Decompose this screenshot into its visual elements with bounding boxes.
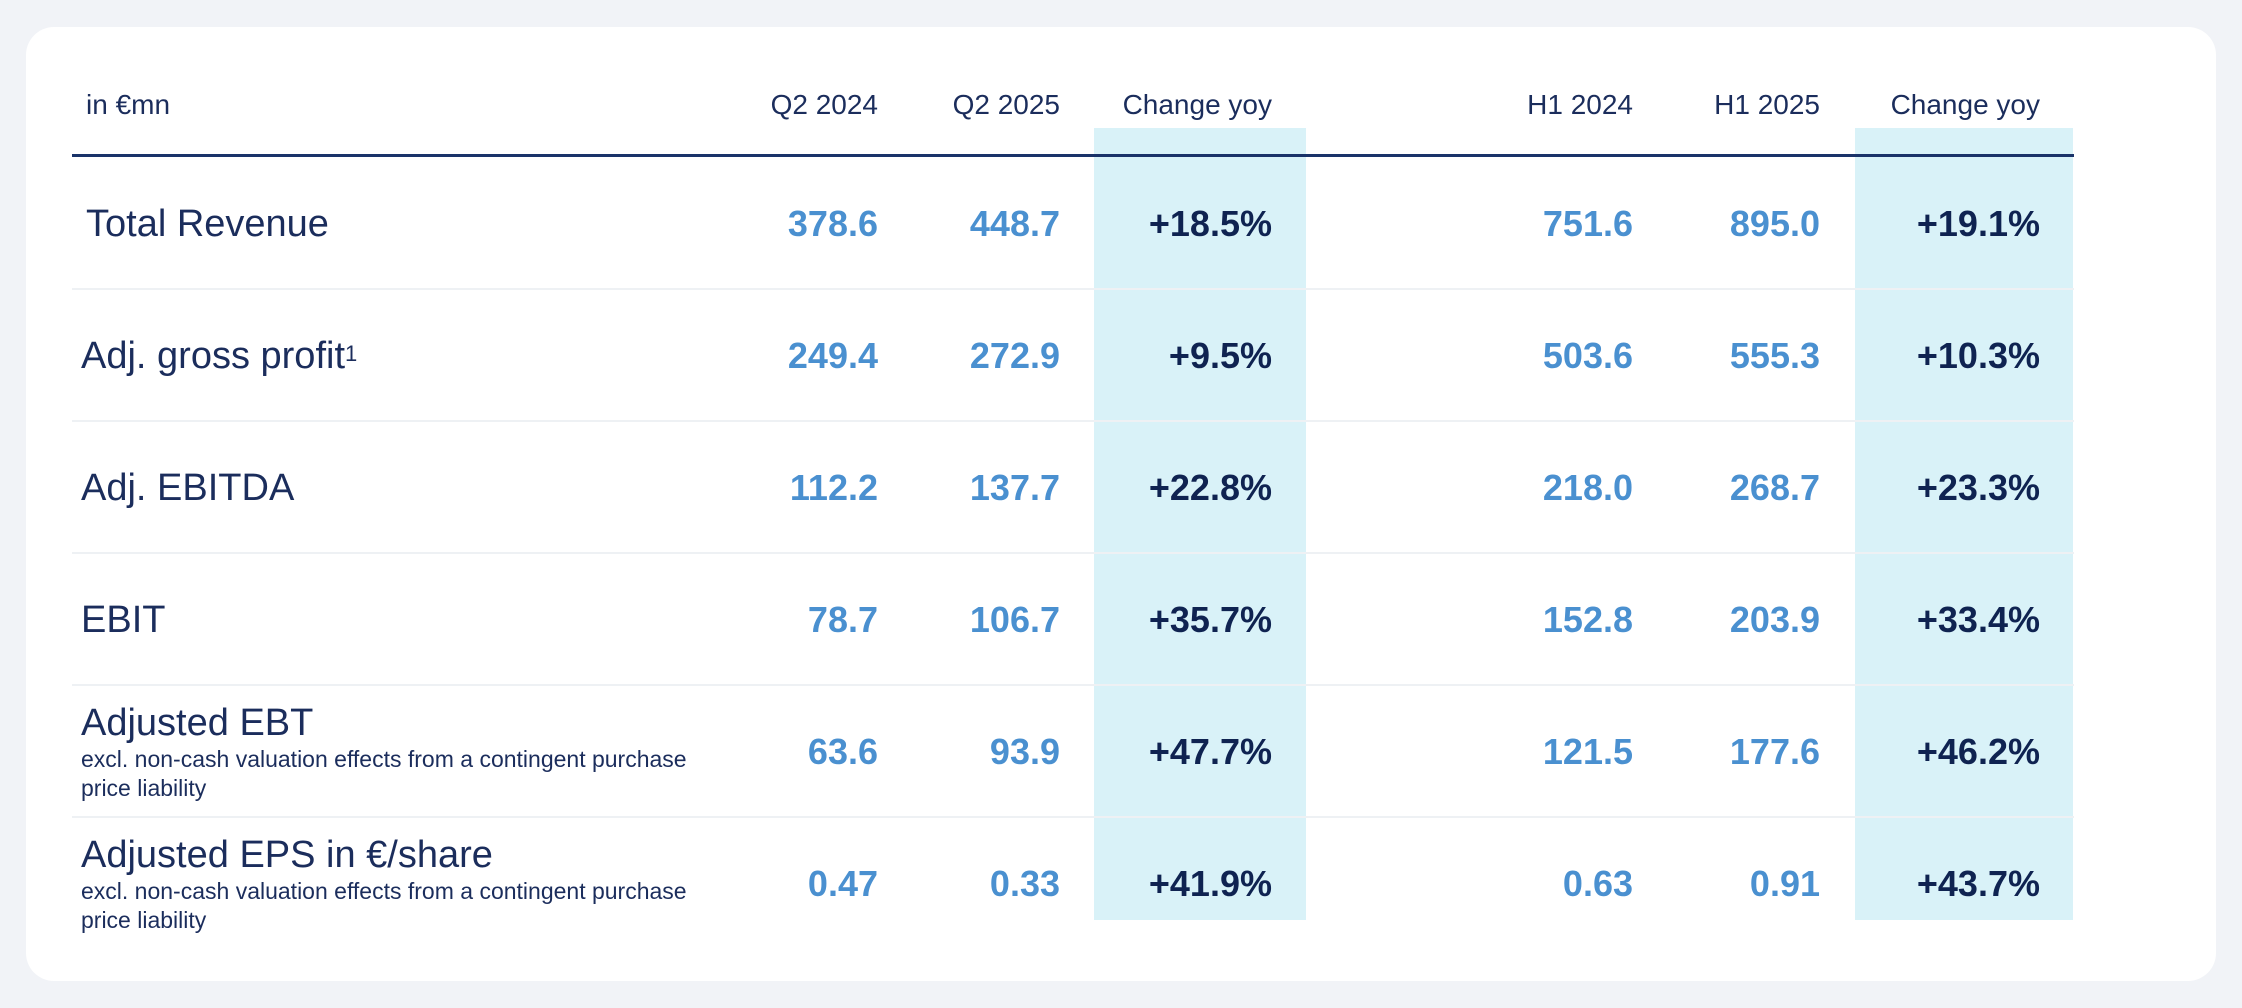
h1-2025-value: 895.0	[1729, 203, 1820, 244]
header-q-change-yoy: Change yoy	[1122, 89, 1272, 120]
q-change-value: +18.5%	[1148, 203, 1272, 244]
q-change-column-highlight	[1094, 128, 1306, 920]
h1-2025-value: 0.91	[1749, 863, 1820, 904]
row-subtitle: excl. non-cash valuation effects from a …	[81, 878, 687, 933]
footnote-marker: 1	[345, 341, 358, 366]
h1-2024-value: 503.6	[1542, 335, 1633, 376]
row-title: Adjusted EPS in €/share	[81, 834, 493, 876]
table-row: EBIT	[72, 554, 2074, 686]
h-change-column-highlight	[1855, 128, 2073, 920]
table-row: Adjusted EPS in €/share excl. non-cash v…	[72, 818, 2074, 950]
h1-2024-value: 121.5	[1542, 731, 1633, 772]
table-row: Total Revenue	[72, 158, 2074, 290]
q2-2025-value: 106.7	[969, 599, 1060, 640]
q2-2024-value: 249.4	[787, 335, 878, 376]
q-change-value: +9.5%	[1168, 335, 1272, 376]
row-label: Adjusted EBT excl. non-cash valuation ef…	[81, 686, 701, 818]
h-change-value: +46.2%	[1916, 731, 2040, 772]
header-rule	[72, 154, 2074, 157]
row-divider	[72, 816, 2074, 818]
row-subtitle: excl. non-cash valuation effects from a …	[81, 746, 687, 801]
row-title: Adjusted EBT	[81, 702, 314, 744]
h1-2024-value: 218.0	[1542, 467, 1633, 508]
q-change-value: +35.7%	[1148, 599, 1272, 640]
table-row: Adjusted EBT excl. non-cash valuation ef…	[72, 686, 2074, 818]
h1-2024-value: 751.6	[1542, 203, 1633, 244]
row-title: EBIT	[81, 599, 166, 641]
h-change-value: +23.3%	[1916, 467, 2040, 508]
header-h1-2025: H1 2025	[1714, 89, 1820, 120]
row-divider	[72, 420, 2074, 422]
row-title-text: Adj. gross profit	[81, 335, 345, 377]
row-label: Adj. EBITDA	[81, 422, 294, 554]
h1-2025-value: 177.6	[1729, 731, 1820, 772]
h1-2025-value: 268.7	[1729, 467, 1820, 508]
q2-2025-value: 272.9	[969, 335, 1060, 376]
h-change-value: +43.7%	[1916, 863, 2040, 904]
unit-label: in €mn	[86, 89, 171, 120]
row-divider	[72, 552, 2074, 554]
q2-2024-value: 78.7	[807, 599, 878, 640]
table-row: Adj. EBITDA	[72, 422, 2074, 554]
q2-2024-value: 0.47	[807, 863, 878, 904]
row-label: Adj. gross profit1	[81, 290, 357, 422]
q-change-value: +41.9%	[1148, 863, 1272, 904]
q2-2025-value: 93.9	[989, 731, 1060, 772]
row-divider	[72, 288, 2074, 290]
q2-2025-value: 137.7	[969, 467, 1060, 508]
header-q2-2024: Q2 2024	[770, 89, 878, 120]
table-row: Adj. gross profit1	[72, 290, 2074, 422]
row-divider	[72, 684, 2074, 686]
row-label: Adjusted EPS in €/share excl. non-cash v…	[81, 818, 701, 950]
row-title: Adj. gross profit1	[81, 334, 357, 378]
h1-2025-value: 555.3	[1729, 335, 1820, 376]
row-label: Total Revenue	[86, 158, 329, 290]
q2-2024-value: 378.6	[787, 203, 878, 244]
h-change-value: +19.1%	[1916, 203, 2040, 244]
h1-2024-value: 0.63	[1562, 863, 1633, 904]
row-title: Total Revenue	[86, 203, 329, 245]
q2-2025-value: 0.33	[989, 863, 1060, 904]
row-title: Adj. EBITDA	[81, 467, 295, 509]
header-q2-2025: Q2 2025	[952, 89, 1060, 120]
q2-2024-value: 63.6	[807, 731, 878, 772]
row-label: EBIT	[81, 554, 165, 686]
q2-2024-value: 112.2	[789, 467, 878, 508]
h1-2025-value: 203.9	[1729, 599, 1820, 640]
h-change-value: +10.3%	[1916, 335, 2040, 376]
q-change-value: +22.8%	[1148, 467, 1272, 508]
h1-2024-value: 152.8	[1542, 599, 1633, 640]
h-change-value: +33.4%	[1916, 599, 2040, 640]
header-h1-2024: H1 2024	[1527, 89, 1633, 120]
q-change-value: +47.7%	[1148, 731, 1272, 772]
header-h-change-yoy: Change yoy	[1890, 89, 2040, 120]
q2-2025-value: 448.7	[969, 203, 1060, 244]
